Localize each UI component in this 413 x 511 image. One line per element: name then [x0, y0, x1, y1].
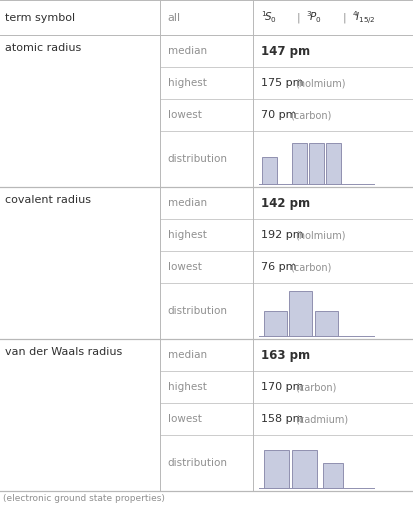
Text: $^4\!I_{15/2}$: $^4\!I_{15/2}$	[352, 9, 376, 26]
Text: highest: highest	[168, 382, 206, 392]
Text: |: |	[342, 12, 346, 23]
Text: (carbon): (carbon)	[290, 262, 332, 272]
Text: |: |	[297, 12, 300, 23]
Text: distribution: distribution	[168, 154, 228, 165]
Text: all: all	[168, 13, 181, 22]
Text: 76 pm: 76 pm	[261, 262, 296, 272]
Bar	[289, 291, 312, 336]
Text: (electronic ground state properties): (electronic ground state properties)	[3, 494, 165, 503]
Text: (carbon): (carbon)	[295, 382, 337, 392]
Text: 163 pm: 163 pm	[261, 349, 310, 362]
Text: 175 pm: 175 pm	[261, 78, 303, 88]
Bar	[326, 143, 341, 183]
Text: 147 pm: 147 pm	[261, 44, 310, 58]
Text: distribution: distribution	[168, 307, 228, 316]
Bar	[309, 143, 324, 183]
Text: median: median	[168, 198, 207, 208]
Text: 192 pm: 192 pm	[261, 230, 303, 240]
Text: lowest: lowest	[168, 262, 202, 272]
Text: $^3\!P_0$: $^3\!P_0$	[306, 10, 322, 26]
Bar	[323, 463, 343, 488]
Text: lowest: lowest	[168, 110, 202, 120]
Text: covalent radius: covalent radius	[5, 195, 91, 205]
Text: (holmium): (holmium)	[295, 78, 346, 88]
Text: lowest: lowest	[168, 414, 202, 425]
Text: highest: highest	[168, 78, 206, 88]
Bar	[292, 143, 306, 183]
Text: term symbol: term symbol	[5, 13, 75, 22]
Bar	[292, 450, 317, 488]
Text: 158 pm: 158 pm	[261, 414, 303, 425]
Text: 142 pm: 142 pm	[261, 197, 310, 210]
Text: atomic radius: atomic radius	[5, 43, 81, 53]
Text: $^1\!S_0$: $^1\!S_0$	[261, 10, 277, 26]
Text: (carbon): (carbon)	[290, 110, 332, 120]
Text: (cadmium): (cadmium)	[295, 414, 349, 425]
Text: median: median	[168, 46, 207, 56]
Text: highest: highest	[168, 230, 206, 240]
Bar	[264, 450, 289, 488]
Bar	[262, 157, 277, 183]
Text: 70 pm: 70 pm	[261, 110, 296, 120]
Text: van der Waals radius: van der Waals radius	[5, 347, 122, 357]
Text: distribution: distribution	[168, 458, 228, 469]
Text: median: median	[168, 351, 207, 360]
Text: 170 pm: 170 pm	[261, 382, 303, 392]
Text: (holmium): (holmium)	[295, 230, 346, 240]
Bar	[315, 311, 337, 336]
Bar	[264, 311, 287, 336]
